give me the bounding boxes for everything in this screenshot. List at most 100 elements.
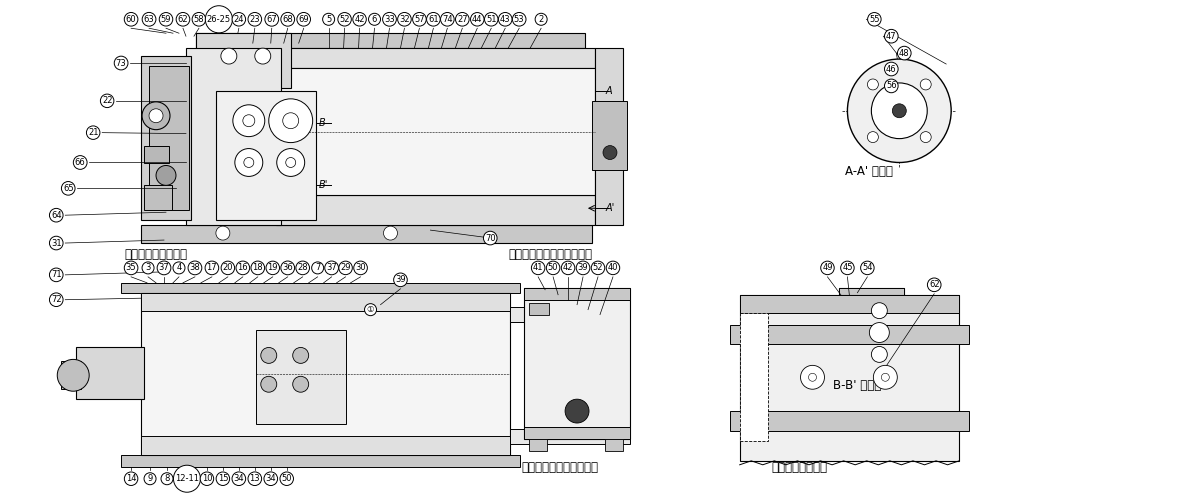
- Bar: [276, 196, 595, 225]
- Text: 35: 35: [126, 264, 137, 272]
- Circle shape: [243, 115, 255, 126]
- Circle shape: [809, 374, 817, 382]
- Circle shape: [565, 399, 589, 423]
- Circle shape: [893, 104, 906, 118]
- Text: 5: 5: [326, 15, 332, 24]
- Bar: [149, 66, 189, 210]
- Bar: [840, 288, 904, 300]
- Text: 60: 60: [126, 15, 137, 24]
- Text: A-A' 矢視図: A-A' 矢視図: [846, 166, 894, 178]
- Text: 34: 34: [234, 474, 244, 483]
- Bar: [121, 455, 520, 467]
- Circle shape: [800, 366, 824, 389]
- Text: 47: 47: [887, 32, 896, 40]
- Text: 74: 74: [442, 15, 453, 24]
- Text: 8: 8: [164, 474, 170, 483]
- Bar: [256, 330, 345, 424]
- Text: 7: 7: [315, 264, 320, 272]
- Text: 21: 21: [87, 128, 98, 137]
- Text: 13: 13: [249, 474, 260, 483]
- Text: 31: 31: [52, 238, 61, 248]
- Circle shape: [871, 83, 927, 138]
- Text: 42: 42: [355, 15, 365, 24]
- Bar: [61, 362, 81, 389]
- Circle shape: [920, 132, 931, 142]
- Text: 23: 23: [249, 15, 260, 24]
- Bar: [730, 324, 969, 344]
- Text: 72: 72: [52, 295, 61, 304]
- Text: 3: 3: [145, 264, 151, 272]
- Text: B': B': [319, 180, 328, 190]
- Bar: [141, 293, 510, 310]
- Bar: [739, 312, 768, 441]
- Bar: [605, 439, 623, 451]
- Text: 41: 41: [533, 264, 544, 272]
- Circle shape: [920, 79, 931, 90]
- Text: 55: 55: [869, 15, 879, 24]
- Circle shape: [235, 148, 262, 176]
- Text: 17: 17: [206, 264, 217, 272]
- Text: ロングストロークの場合: ロングストロークの場合: [521, 461, 599, 474]
- Bar: [525, 427, 630, 439]
- Text: 26-25: 26-25: [207, 15, 231, 24]
- Text: 50: 50: [547, 264, 558, 272]
- Circle shape: [882, 374, 889, 382]
- Text: 56: 56: [887, 82, 896, 90]
- Text: 18: 18: [253, 264, 264, 272]
- Text: 61: 61: [428, 15, 438, 24]
- Text: 28: 28: [297, 264, 308, 272]
- Circle shape: [867, 79, 878, 90]
- Text: B: B: [319, 118, 326, 128]
- Circle shape: [873, 366, 897, 389]
- Bar: [530, 302, 549, 314]
- Text: B-B' 矢視図: B-B' 矢視図: [834, 380, 882, 392]
- Circle shape: [283, 113, 298, 128]
- Text: ボールブッシュ軸受の場合: ボールブッシュ軸受の場合: [508, 248, 592, 261]
- Text: A: A: [606, 86, 612, 96]
- Bar: [525, 288, 630, 439]
- Circle shape: [871, 346, 888, 362]
- Text: 71: 71: [52, 270, 61, 280]
- Text: 54: 54: [863, 264, 872, 272]
- Text: 14: 14: [126, 474, 137, 483]
- Text: A': A': [606, 203, 616, 213]
- Bar: [592, 101, 627, 170]
- Text: 4: 4: [176, 264, 182, 272]
- Text: 9: 9: [147, 474, 152, 483]
- Text: 73: 73: [116, 58, 127, 68]
- Circle shape: [156, 166, 176, 186]
- Circle shape: [292, 376, 309, 392]
- Bar: [276, 68, 595, 196]
- Text: 32: 32: [399, 15, 410, 24]
- Text: 52: 52: [593, 264, 604, 272]
- Text: 66: 66: [74, 158, 85, 167]
- Text: 38: 38: [189, 264, 200, 272]
- Text: 15: 15: [218, 474, 228, 483]
- Bar: [77, 348, 144, 399]
- Text: 62: 62: [928, 280, 939, 289]
- Text: 37: 37: [158, 264, 169, 272]
- Circle shape: [261, 348, 277, 364]
- Bar: [510, 429, 630, 444]
- Bar: [144, 146, 169, 164]
- Circle shape: [143, 102, 170, 130]
- Bar: [840, 366, 904, 378]
- Circle shape: [255, 48, 271, 64]
- Text: 2: 2: [539, 15, 544, 24]
- Bar: [840, 300, 858, 328]
- Text: 49: 49: [822, 264, 833, 272]
- Text: 前面取付フランジ形: 前面取付フランジ形: [125, 248, 188, 261]
- Text: ①: ①: [367, 305, 374, 314]
- Bar: [216, 91, 315, 220]
- Circle shape: [871, 302, 888, 318]
- Text: 48: 48: [898, 48, 909, 58]
- Bar: [530, 439, 547, 451]
- Text: 24: 24: [234, 15, 244, 24]
- Bar: [144, 186, 173, 210]
- Text: 44: 44: [472, 15, 483, 24]
- Bar: [196, 33, 585, 48]
- Text: 12-11: 12-11: [175, 474, 199, 483]
- Circle shape: [244, 158, 254, 168]
- Text: 46: 46: [887, 64, 896, 74]
- Text: 20: 20: [223, 264, 234, 272]
